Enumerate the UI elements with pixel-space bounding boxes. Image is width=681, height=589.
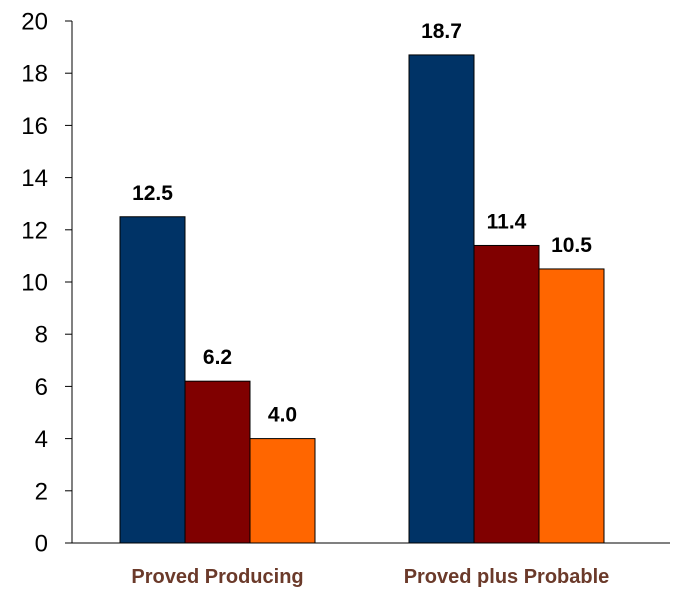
- y-tick-label: 8: [35, 322, 48, 349]
- bar-series1-proved-plus-probable: [408, 54, 475, 544]
- bar-series2-proved-producing: [184, 380, 251, 544]
- y-tick-label: 12: [21, 217, 48, 244]
- bars: [119, 54, 605, 544]
- data-label: 11.4: [487, 210, 527, 233]
- y-tick-label: 2: [35, 478, 48, 505]
- y-tick-label: 0: [35, 531, 48, 558]
- bar-series3-proved-producing: [249, 438, 316, 544]
- y-tick-label: 14: [21, 165, 48, 192]
- y-tick-label: 20: [21, 9, 48, 36]
- category-label: Proved Producing: [131, 566, 303, 588]
- data-label: 6.2: [203, 346, 232, 369]
- bar-series1-proved-producing: [119, 216, 186, 544]
- y-axis: 0 2 4 6 8 10 12 14 16 18 20: [21, 9, 73, 558]
- bar-series3-proved-plus-probable: [538, 268, 605, 544]
- y-tick-label: 10: [21, 270, 48, 297]
- data-label: 10.5: [551, 234, 592, 257]
- bar-series2-proved-plus-probable: [473, 244, 540, 544]
- data-labels: 12.5 18.7 6.2 11.4 4.0 10.5: [132, 20, 592, 427]
- y-tick-label: 4: [35, 426, 48, 453]
- y-tick-label: 16: [21, 113, 48, 140]
- y-tick-label: 6: [35, 374, 48, 401]
- data-label: 12.5: [132, 182, 173, 205]
- y-tick-label: 18: [21, 61, 48, 88]
- data-label: 18.7: [421, 20, 462, 43]
- data-label: 4.0: [268, 404, 297, 427]
- category-labels: Proved Producing Proved plus Probable: [131, 566, 609, 588]
- category-label: Proved plus Probable: [404, 566, 610, 588]
